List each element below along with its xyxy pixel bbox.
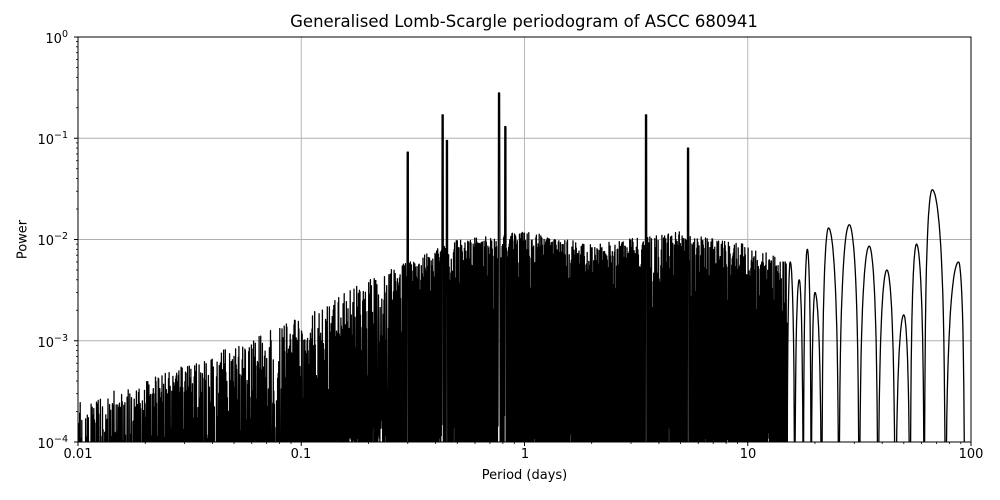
x-tick-label: 0.01 <box>63 447 93 462</box>
periodogram-line <box>78 92 965 442</box>
y-tick-label: 100 <box>45 29 68 47</box>
y-tick-label: 10−1 <box>37 130 68 148</box>
y-tick-label: 10−2 <box>37 231 68 249</box>
x-tick-label: 1 <box>520 447 530 462</box>
x-tick-label: 0.1 <box>290 447 312 462</box>
y-axis-label: Power <box>15 219 31 260</box>
y-tick-label: 10−4 <box>37 434 68 452</box>
chart-title: Generalised Lomb-Scargle periodogram of … <box>290 12 758 31</box>
axis-ticks <box>74 36 972 446</box>
x-tick-label: 100 <box>958 447 984 462</box>
y-tick-label: 10−3 <box>37 333 68 351</box>
x-tick-label: 10 <box>739 447 757 462</box>
x-axis-label: Period (days) <box>481 468 568 483</box>
